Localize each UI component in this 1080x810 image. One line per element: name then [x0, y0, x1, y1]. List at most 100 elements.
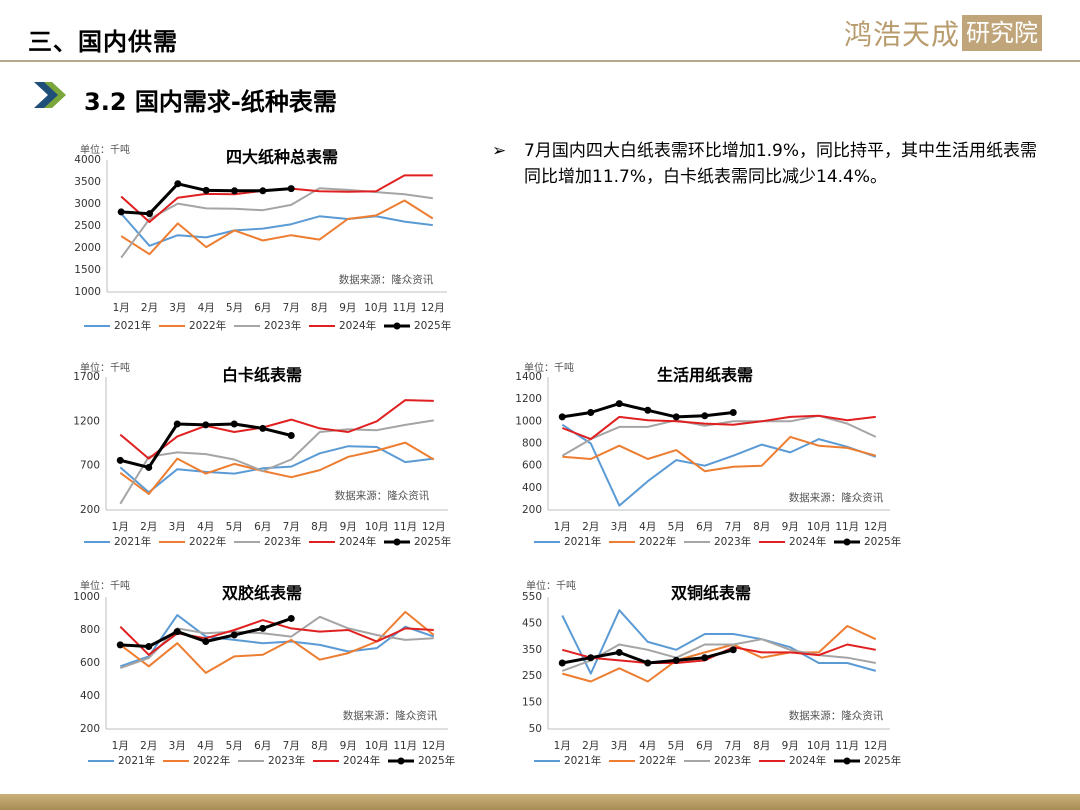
x-tick-label: 8月 — [311, 302, 328, 314]
data-point-2025年 — [701, 654, 709, 662]
x-tick-label: 1月 — [112, 740, 129, 752]
y-tick-label: 1000 — [515, 415, 542, 427]
x-tick-label: 7月 — [283, 302, 300, 314]
y-tick-label: 1200 — [73, 415, 100, 427]
x-tick-label: 5月 — [226, 302, 243, 314]
x-tick-label: 11月 — [393, 740, 417, 752]
legend-label: 2021年 — [114, 319, 151, 332]
series-line-2023年 — [120, 187, 433, 259]
data-point-2025年 — [259, 187, 267, 195]
x-tick-label: 9月 — [782, 521, 799, 533]
legend-label: 2023年 — [714, 754, 751, 767]
x-tick-label: 11月 — [835, 521, 859, 533]
chart-title: 四大纸种总表需 — [226, 148, 338, 167]
series-line-2022年 — [120, 199, 434, 256]
y-tick-label: 200 — [80, 723, 100, 735]
y-tick-label: 600 — [522, 460, 542, 472]
x-tick-label: 12月 — [864, 740, 888, 752]
legend-label: 2021年 — [564, 535, 601, 548]
y-tick-label: 1200 — [515, 393, 542, 405]
legend-label: 2025年 — [864, 754, 901, 767]
x-tick-label: 10月 — [807, 740, 831, 752]
x-tick-label: 10月 — [807, 521, 831, 533]
x-tick-label: 3月 — [169, 740, 186, 752]
x-tick-label: 1月 — [113, 302, 130, 314]
unit-label: 单位：千吨 — [526, 579, 576, 592]
legend-marker — [393, 538, 401, 546]
legend-label: 2023年 — [264, 319, 301, 332]
series-line-2024年 — [561, 414, 876, 441]
legend-label: 2024年 — [789, 754, 826, 767]
x-tick-label: 8月 — [753, 740, 770, 752]
x-tick-label: 2月 — [140, 521, 157, 533]
y-tick-label: 1000 — [73, 591, 100, 603]
legend-label: 2024年 — [339, 319, 376, 332]
data-point-2025年 — [672, 656, 680, 664]
x-tick-label: 12月 — [422, 740, 446, 752]
series-line-2021年 — [119, 614, 435, 668]
y-tick-label: 1400 — [515, 371, 542, 383]
y-tick-label: 700 — [80, 460, 100, 472]
x-tick-label: 5月 — [226, 740, 243, 752]
logo-text-main: 鸿浩天成 — [844, 18, 961, 51]
legend-marker — [393, 322, 401, 330]
legend-label: 2022年 — [189, 535, 226, 548]
x-tick-label: 7月 — [283, 740, 300, 752]
series-line-2022年 — [562, 625, 877, 683]
x-tick-label: 1月 — [112, 521, 129, 533]
x-tick-label: 12月 — [421, 302, 445, 314]
y-tick-label: 350 — [522, 644, 542, 656]
x-tick-label: 7月 — [725, 521, 742, 533]
legend-label: 2022年 — [639, 535, 676, 548]
x-tick-label: 4月 — [197, 521, 214, 533]
chart-title: 双胶纸表需 — [222, 584, 302, 603]
x-tick-label: 8月 — [311, 740, 328, 752]
data-point-2025年 — [587, 654, 595, 662]
x-tick-label: 7月 — [283, 521, 300, 533]
x-tick-label: 9月 — [339, 302, 356, 314]
series-line-2022年 — [562, 435, 877, 473]
x-tick-label: 5月 — [226, 521, 243, 533]
data-point-2025年 — [173, 420, 181, 428]
series-line-2023年 — [561, 638, 876, 672]
x-tick-label: 11月 — [393, 302, 417, 314]
series-line-2023年 — [119, 419, 434, 505]
data-point-2025年 — [701, 412, 709, 420]
y-tick-label: 600 — [80, 657, 100, 669]
data-point-2025年 — [173, 628, 181, 636]
y-tick-label: 1500 — [74, 264, 101, 276]
source-label: 数据来源：隆众资讯 — [339, 273, 434, 286]
y-tick-label: 400 — [522, 482, 542, 494]
y-tick-label: 2500 — [74, 220, 101, 232]
company-logo: 鸿浩天成 研究院 — [844, 14, 1043, 52]
x-tick-label: 3月 — [169, 302, 186, 314]
data-point-2025年 — [202, 421, 210, 429]
x-tick-label: 10月 — [365, 521, 389, 533]
source-label: 数据来源：隆众资讯 — [343, 709, 438, 722]
data-point-2025年 — [287, 614, 295, 622]
header-divider — [0, 60, 1080, 62]
summary-note: ➢ 7月国内四大白纸表需环比增加1.9%，同比持平，其中生活用纸表需同比增加11… — [492, 138, 1052, 190]
page-subtitle: 3.2 国内需求-纸种表需 — [84, 88, 337, 116]
legend-label: 2024年 — [339, 535, 376, 548]
x-tick-label: 3月 — [169, 521, 186, 533]
data-point-2025年 — [145, 643, 153, 650]
data-point-2025年 — [146, 210, 153, 218]
chart-title: 双铜纸表需 — [671, 584, 751, 603]
series-line-2024年 — [119, 399, 434, 460]
summary-text: 7月国内四大白纸表需环比增加1.9%，同比持平，其中生活用纸表需同比增加11.7… — [524, 141, 1038, 187]
x-tick-label: 9月 — [782, 740, 799, 752]
data-point-2025年 — [116, 641, 124, 649]
unit-label: 单位：千吨 — [80, 143, 130, 156]
series-line-2021年 — [561, 609, 877, 675]
x-tick-label: 6月 — [254, 740, 271, 752]
data-point-2025年 — [558, 659, 566, 667]
legend-label: 2023年 — [264, 535, 301, 548]
source-label: 数据来源：隆众资讯 — [789, 491, 884, 504]
x-tick-label: 6月 — [254, 302, 271, 314]
x-tick-label: 7月 — [725, 740, 742, 752]
x-tick-label: 12月 — [422, 521, 446, 533]
y-tick-label: 200 — [522, 504, 542, 516]
